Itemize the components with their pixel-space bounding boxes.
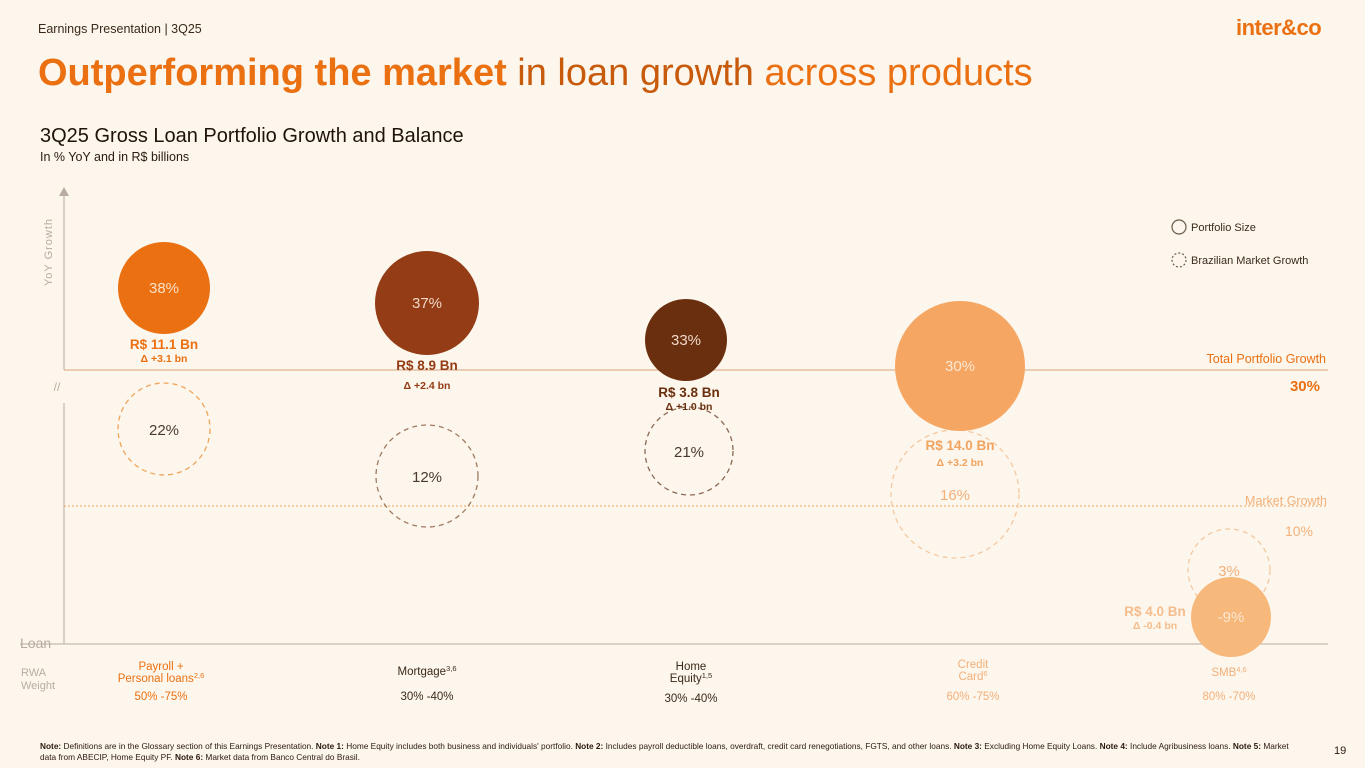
growth-value: 37% [412, 295, 442, 312]
portfolio-bubble [118, 242, 210, 334]
footnote: Note: Definitions are in the Glossary se… [40, 741, 1290, 763]
note-heading: Note 1: [315, 741, 347, 751]
legend-item: Portfolio Size [1191, 222, 1256, 234]
rwa-weight-value: 30% -40% [664, 693, 717, 705]
category-label: Mortgage3,6 [397, 664, 456, 678]
x-axis-label: Loan [20, 635, 51, 651]
balance-label: R$ 8.9 Bn [396, 358, 458, 373]
note-heading: Note 4: [1099, 741, 1131, 751]
growth-value: 30% [945, 358, 975, 375]
delta-label: Δ +3.1 bn [141, 353, 188, 365]
balance-label: R$ 14.0 Bn [925, 438, 994, 453]
category-label: Card6 [958, 669, 987, 683]
chart-title: 3Q25 Gross Loan Portfolio Growth and Bal… [40, 125, 464, 147]
balance-label: R$ 4.0 Bn [1124, 604, 1186, 619]
market-growth-bubble [644, 406, 734, 496]
category-label: Credit [958, 659, 989, 671]
portfolio-bubble [375, 251, 479, 355]
market-growth-value: 22% [149, 422, 179, 439]
note-heading: Note 5: [1232, 741, 1264, 751]
rwa-label: Weight [21, 680, 55, 692]
total-growth-label: Total Portfolio Growth [1207, 352, 1327, 366]
category-label: SMB4,6 [1211, 665, 1246, 679]
rwa-weight-value: 80% -70% [1202, 691, 1255, 703]
growth-value: 38% [149, 280, 179, 297]
axis-break-mark: // [54, 380, 61, 394]
market-growth-value: 21% [674, 444, 704, 461]
portfolio-bubble [645, 299, 727, 381]
portfolio-bubble [1191, 577, 1271, 657]
delta-label: Δ -0.4 bn [1133, 620, 1177, 632]
portfolio-size-legend-icon [1171, 219, 1187, 235]
title-end: across products [753, 52, 1033, 94]
note-text: Definitions are in the Glossary section … [63, 741, 316, 751]
title-middle: in loan growth [506, 52, 754, 94]
category-label: Home [676, 661, 707, 673]
inter-co-logo: inter&co [1236, 15, 1322, 40]
growth-value: -9% [1218, 609, 1245, 626]
market-growth-value: 16% [940, 487, 970, 504]
page-title: Outperforming the market in loan growth … [38, 52, 1033, 95]
note-text: Include Agribusiness loans. [1130, 741, 1233, 751]
rwa-weight-value: 50% -75% [134, 691, 187, 703]
market-growth-bubble [117, 382, 211, 476]
category-label: Equity1,5 [670, 671, 712, 685]
market-growth-label: Market Growth [1245, 494, 1327, 508]
chart-subtitle: In % YoY and in R$ billions [40, 150, 190, 164]
note-text: Excluding Home Equity Loans. [984, 741, 1100, 751]
rwa-label: RWA [21, 667, 47, 679]
rwa-weight-value: 30% -40% [400, 691, 453, 703]
note-text: Market data from ABECIP, Home Equity PF. [40, 741, 1289, 762]
page-number: 19 [1334, 745, 1347, 757]
note-heading: Note 6: [174, 752, 206, 762]
balance-label: R$ 3.8 Bn [658, 385, 720, 400]
y-axis-arrow-icon [59, 187, 69, 196]
rwa-weight-value: 60% -75% [946, 691, 999, 703]
note-heading: Note 2: [575, 741, 606, 751]
note-heading: Note: [40, 741, 64, 751]
title-highlight: Outperforming the market [38, 52, 507, 94]
market-growth-value: 12% [412, 469, 442, 486]
legend-item: Brazilian Market Growth [1191, 255, 1308, 267]
y-axis-label: YoY Growth [43, 218, 55, 286]
delta-label: Δ +3.2 bn [937, 457, 984, 469]
market-growth-legend-icon [1171, 252, 1187, 268]
note-text: Home Equity includes both business and i… [346, 741, 576, 751]
market-growth-value: 3% [1218, 563, 1240, 580]
note-text: Includes payroll deductible loans, overd… [605, 741, 954, 751]
market-growth-bubble [375, 424, 479, 528]
note-heading: Note 3: [953, 741, 985, 751]
note-text: Market data from Banco Central do Brasil… [205, 752, 360, 762]
total-growth-value: 30% [1290, 378, 1320, 395]
market-growth-value: 10% [1285, 523, 1313, 539]
presentation-label: Earnings Presentation | 3Q25 [38, 22, 202, 36]
delta-label: Δ +2.4 bn [404, 380, 451, 392]
category-label: Personal loans2,6 [118, 671, 205, 685]
growth-value: 33% [671, 332, 701, 349]
portfolio-bubble [895, 301, 1025, 431]
balance-label: R$ 11.1 Bn [130, 337, 198, 352]
category-label: Payroll + [138, 661, 183, 673]
delta-label: Δ +1.0 bn [666, 401, 713, 413]
